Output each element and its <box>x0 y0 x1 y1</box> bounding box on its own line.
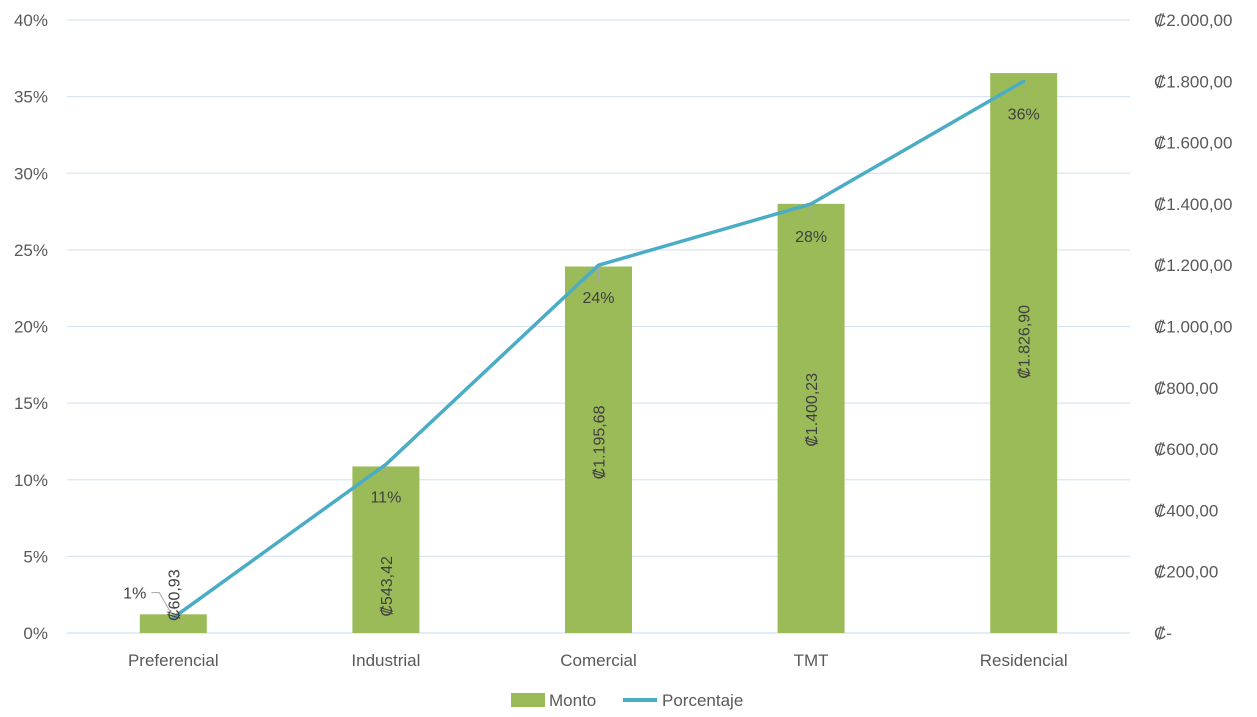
left-axis-tick-label: 40% <box>14 11 48 30</box>
bar-residencial <box>990 73 1058 633</box>
bar-comercial <box>565 266 632 633</box>
left-axis-tick-label: 0% <box>23 624 48 643</box>
leader-line <box>151 592 172 614</box>
left-axis-tick-label: 35% <box>14 88 48 107</box>
legend-label-porcentaje: Porcentaje <box>662 691 743 710</box>
legend: Monto Porcentaje <box>511 691 743 710</box>
line-series-porcentaje <box>171 79 1026 620</box>
left-axis-ticks: 0% 5% 10% 15% 20% 25% 30% 35% 40% <box>14 11 48 643</box>
right-axis-tick-label: ₡200,00 <box>1154 563 1218 582</box>
category-label: Residencial <box>980 651 1068 670</box>
bar-value-label: ₡60,93 <box>166 569 183 621</box>
category-label: Industrial <box>351 651 420 670</box>
left-axis-tick-label: 5% <box>23 547 48 566</box>
bar-value-label: ₡1.826,90 <box>1017 305 1034 379</box>
bar-industrial <box>352 466 420 633</box>
left-axis-tick-label: 30% <box>14 164 48 183</box>
line-porcentaje <box>171 79 1026 620</box>
right-axis-tick-label: ₡600,00 <box>1154 440 1218 459</box>
left-axis-tick-label: 20% <box>14 318 48 337</box>
bar-value-label: ₡1.400,23 <box>804 373 821 447</box>
bar-value-label: ₡543,42 <box>379 556 396 617</box>
data-labels: ₡60,93 ₡543,42 ₡1.195,68 ₡1.400,23 ₡1.826,90… <box>123 83 1040 621</box>
percent-label: 1% <box>123 586 146 603</box>
right-axis-tick-label: ₡400,00 <box>1154 501 1218 520</box>
percent-label: 36% <box>1008 106 1040 123</box>
percent-label: 28% <box>795 229 827 246</box>
right-axis-tick-label: ₡1.200,00 <box>1154 256 1232 275</box>
left-axis-tick-label: 10% <box>14 471 48 490</box>
percent-label: 24% <box>582 290 614 307</box>
category-label: TMT <box>794 651 829 670</box>
right-axis-tick-label: ₡1.000,00 <box>1154 318 1232 337</box>
left-axis-tick-label: 25% <box>14 241 48 260</box>
right-axis-ticks: ₡- ₡200,00 ₡400,00 ₡600,00 ₡800,00 ₡1.000,00 ₡… <box>1154 11 1232 643</box>
right-axis-tick-label: ₡1.600,00 <box>1154 134 1232 153</box>
bar-preferencial <box>139 614 207 633</box>
bar-value-label: ₡1.195,68 <box>592 405 609 479</box>
right-axis-tick-label: ₡- <box>1154 624 1172 643</box>
percent-label: 11% <box>370 489 401 506</box>
bar-series-monto <box>139 73 1058 633</box>
category-label: Comercial <box>560 651 637 670</box>
right-axis-tick-label: ₡2.000,00 <box>1154 11 1232 30</box>
bar-tmt <box>777 203 845 633</box>
right-axis-tick-label: ₡1.400,00 <box>1154 195 1232 214</box>
category-axis-labels: Preferencial Industrial Comercial TMT Reside… <box>128 651 1068 670</box>
right-axis-tick-label: ₡800,00 <box>1154 379 1218 398</box>
left-axis-tick-label: 15% <box>14 394 48 413</box>
category-label: Preferencial <box>128 651 219 670</box>
legend-label-monto: Monto <box>549 691 596 710</box>
legend-swatch-monto <box>511 693 545 707</box>
right-axis-tick-label: ₡1.800,00 <box>1154 72 1232 91</box>
